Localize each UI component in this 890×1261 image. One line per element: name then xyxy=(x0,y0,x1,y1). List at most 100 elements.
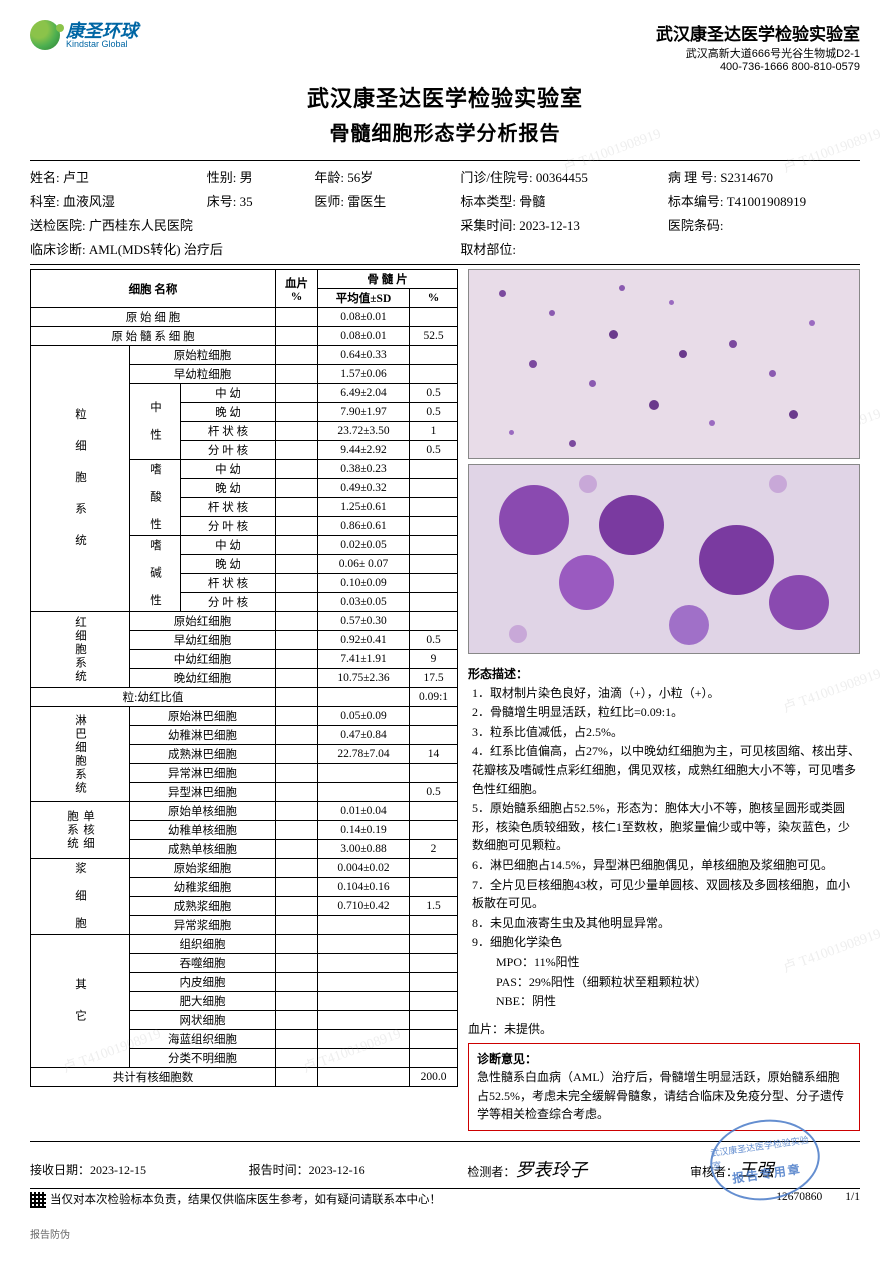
collect-value: 2023-12-13 xyxy=(519,218,580,233)
cell-pct: 0.5 xyxy=(410,384,458,403)
cell-pct: 17.5 xyxy=(410,669,458,688)
report-title-2: 骨髓细胞形态学分析报告 xyxy=(30,117,860,146)
desc-item: PAS：29%阳性（细颗粒状至粗颗粒状） xyxy=(472,973,860,992)
age-value: 56岁 xyxy=(347,170,373,185)
cell-avg: 0.64±0.33 xyxy=(318,346,410,365)
name-label: 姓名: xyxy=(30,170,60,185)
name-value: 卢卫 xyxy=(63,170,89,185)
smear-label: 血片： xyxy=(468,1022,504,1036)
path-value: S2314670 xyxy=(720,170,773,185)
cell-name: 成熟单核细胞 xyxy=(130,840,276,859)
cat-lymph: 淋巴细胞系统 xyxy=(31,707,130,802)
cell-name: 分 叶 核 xyxy=(181,441,276,460)
cell-name: 晚 幼 xyxy=(181,403,276,422)
logo-cn: 康圣环球 xyxy=(66,22,138,40)
cell-pct: 0.5 xyxy=(410,783,458,802)
report-title-1: 武汉康圣达医学检验实验室 xyxy=(30,81,860,113)
examiner-label: 检测者： xyxy=(467,1165,515,1179)
cell-name: 异常浆细胞 xyxy=(130,916,276,935)
cat-plasma: 浆 细 胞 xyxy=(31,859,130,935)
hdr-pct: % xyxy=(410,289,458,308)
cell-avg: 0.49±0.32 xyxy=(318,479,410,498)
spectype-value: 骨髓 xyxy=(519,194,545,209)
cell-avg: 0.004±0.02 xyxy=(318,859,410,878)
sex-label: 性别: xyxy=(207,170,237,185)
hdr-cellname: 细胞 名称 xyxy=(31,270,276,308)
logo-block: 康圣环球 Kindstar Global xyxy=(30,20,138,50)
diagnosis-title: 诊断意见： xyxy=(477,1052,537,1066)
visit-value: 00364455 xyxy=(536,170,588,185)
cell-avg: 0.14±0.19 xyxy=(318,821,410,840)
hdr-avg: 平均值±SD xyxy=(318,289,410,308)
cell-pct xyxy=(410,308,458,327)
cell-name: 异常淋巴细胞 xyxy=(130,764,276,783)
logo-en: Kindstar Global xyxy=(66,40,138,49)
page-number: 1/1 xyxy=(845,1191,860,1203)
lab-address: 武汉高新大道666号光谷生物城D2-1 xyxy=(656,45,860,61)
cat-mono: 单核细胞系统 xyxy=(31,802,130,859)
diagnosis-text: 急性髓系白血病（AML）治疗后，骨髓增生明显活跃，原始髓系细胞占52.5%，考虑… xyxy=(477,1070,844,1121)
anti-counterfeit: 报告防伪 xyxy=(30,1226,860,1241)
cell-pct: 1.5 xyxy=(410,897,458,916)
cell-pct: 0.09:1 xyxy=(410,688,458,707)
desc-item: 6．淋巴细胞占14.5%，异型淋巴细胞偶见，单核细胞及浆细胞可见。 xyxy=(472,856,860,875)
cell-avg: 0.10±0.09 xyxy=(318,574,410,593)
age-label: 年龄: xyxy=(314,170,344,185)
hdr-marrow: 骨 髓 片 xyxy=(318,270,458,289)
microscopy-image-1 xyxy=(468,269,860,459)
examiner-signature: 罗表玲子 xyxy=(515,1160,587,1180)
cell-avg: 0.92±0.41 xyxy=(318,631,410,650)
dept-label: 科室: xyxy=(30,194,60,209)
site-label: 取材部位: xyxy=(460,242,516,257)
cell-name: 内皮细胞 xyxy=(130,973,276,992)
collect-label: 采集时间: xyxy=(460,218,516,233)
cell-avg: 0.08±0.01 xyxy=(318,327,410,346)
cell-avg: 6.49±2.04 xyxy=(318,384,410,403)
qr-icon xyxy=(30,1192,46,1208)
specno-label: 标本编号: xyxy=(668,194,724,209)
diag-value: AML(MDS转化) 治疗后 xyxy=(89,242,223,257)
cat-eryth: 红细胞系统 xyxy=(31,612,130,688)
path-label: 病 理 号: xyxy=(668,170,717,185)
desc-item: 9．细胞化学染色 xyxy=(472,933,860,952)
cell-name: 海蓝组织细胞 xyxy=(130,1030,276,1049)
cell-pct: 200.0 xyxy=(410,1068,458,1087)
desc-title: 形态描述： xyxy=(468,665,860,684)
cell-pct xyxy=(410,346,458,365)
cell-name: 原始浆细胞 xyxy=(130,859,276,878)
cell-avg: 0.47±0.84 xyxy=(318,726,410,745)
cell-name: 中幼红细胞 xyxy=(130,650,276,669)
cell-name: 组织细胞 xyxy=(130,935,276,954)
cell-pct: 9 xyxy=(410,650,458,669)
blood-smear-line: 血片：未提供。 xyxy=(468,1020,860,1037)
row-blast: 原 始 细 胞 xyxy=(31,308,276,327)
cell-name: 杆 状 核 xyxy=(181,498,276,517)
lab-phone: 400-736-1666 800-810-0579 xyxy=(656,61,860,73)
cell-name: 原始单核细胞 xyxy=(130,802,276,821)
desc-item: 8．未见血液寄生虫及其他明显异常。 xyxy=(472,914,860,933)
cell-avg: 0.38±0.23 xyxy=(318,460,410,479)
row-myeloid-blast: 原 始 髓 系 细 胞 xyxy=(31,327,276,346)
cell-avg: 0.104±0.16 xyxy=(318,878,410,897)
cat-other: 其 它 xyxy=(31,935,130,1068)
lab-name: 武汉康圣达医学检验实验室 xyxy=(656,20,860,45)
cell-name: 中 幼 xyxy=(181,536,276,555)
visit-label: 门诊/住院号: xyxy=(460,170,532,185)
cell-count-table: 细胞 名称 血片 % 骨 髓 片 平均值±SD % 原 始 细 胞0.08±0.… xyxy=(30,269,458,1087)
desc-item: 3．粒系比值减低，占2.5%。 xyxy=(472,723,860,742)
cell-avg: 23.72±3.50 xyxy=(318,422,410,441)
cell-avg: 0.86±0.61 xyxy=(318,517,410,536)
cell-pct: 2 xyxy=(410,840,458,859)
cell-name: 幼稚单核细胞 xyxy=(130,821,276,840)
cell-avg: 1.25±0.61 xyxy=(318,498,410,517)
report-time-value: 2023-12-16 xyxy=(309,1163,365,1177)
spectype-label: 标本类型: xyxy=(460,194,516,209)
diag-label: 临床诊断: xyxy=(30,242,86,257)
cell-name: 分 叶 核 xyxy=(181,517,276,536)
cell-name: 成熟浆细胞 xyxy=(130,897,276,916)
cell-avg: 9.44±2.92 xyxy=(318,441,410,460)
hosp-value: 广西桂东人民医院 xyxy=(89,218,193,233)
specno-value: T41001908919 xyxy=(727,194,806,209)
doctor-label: 医师: xyxy=(314,194,344,209)
cell-pct: 0.5 xyxy=(410,441,458,460)
